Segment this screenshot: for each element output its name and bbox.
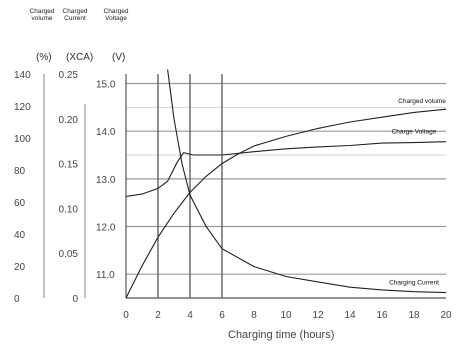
- tick-label-current: 0.10: [59, 204, 79, 215]
- tick-label-volume: 60: [14, 198, 26, 209]
- tick-label-x: 14: [344, 310, 356, 321]
- header-charged-volume: Charged volume: [29, 8, 55, 22]
- series-label: Charge Voltage: [392, 129, 437, 136]
- tick-label-volume: 80: [14, 166, 26, 177]
- series-line-charge-voltage: [125, 141, 447, 198]
- tick-label-voltage: 14.0: [96, 127, 116, 138]
- tick-label-volume: 20: [14, 262, 26, 273]
- x-axis-label: Charging time (hours): [228, 329, 335, 341]
- tick-label-volume: 40: [14, 230, 26, 241]
- tick-label-voltage: 12.0: [96, 223, 116, 234]
- unit-current: (XCA): [66, 52, 94, 63]
- tick-label-x: 4: [187, 310, 193, 321]
- tick-label-voltage: 11.0: [96, 270, 115, 281]
- series-label: Charged volume: [398, 98, 446, 105]
- tick-label-x: 20: [440, 310, 452, 321]
- tick-label-volume: 100: [14, 134, 31, 145]
- tick-label-volume: 120: [14, 102, 31, 113]
- tick-label-current: 0.05: [59, 249, 79, 260]
- tick-label-current: 0: [72, 294, 78, 305]
- tick-label-x: 8: [251, 310, 257, 321]
- tick-label-volume: 140: [14, 70, 31, 81]
- series-line-charged-volume: [125, 108, 447, 299]
- header-charged-voltage: Charged Voltage: [103, 8, 129, 22]
- tick-label-x: 18: [408, 310, 420, 321]
- tick-label-current: 0.25: [59, 70, 79, 81]
- unit-volume: (%): [36, 52, 52, 63]
- tick-label-x: 10: [280, 310, 292, 321]
- tick-label-volume: 0: [14, 294, 20, 305]
- series-line-charging-current: [167, 69, 447, 294]
- tick-label-x: 0: [123, 310, 129, 321]
- tick-label-voltage: 15.0: [96, 80, 116, 91]
- unit-voltage: (V): [112, 52, 126, 63]
- tick-label-voltage: 13.0: [96, 175, 116, 186]
- header-charged-current: Charged Current: [62, 8, 88, 22]
- series-label: Charging Current: [389, 280, 439, 287]
- tick-label-x: 12: [312, 310, 324, 321]
- tick-label-x: 6: [219, 310, 225, 321]
- tick-label-x: 2: [155, 310, 161, 321]
- tick-label-current: 0.15: [59, 160, 79, 171]
- tick-label-current: 0.20: [59, 115, 79, 126]
- tick-label-x: 16: [376, 310, 388, 321]
